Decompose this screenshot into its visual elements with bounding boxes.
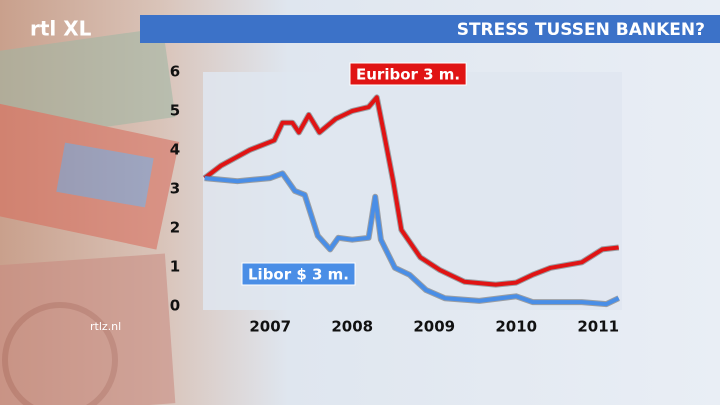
y-tick-label: 2: [170, 219, 180, 237]
banknotes: [0, 27, 180, 409]
logo: rtl XL: [30, 17, 92, 41]
y-tick-label: 4: [170, 141, 180, 159]
series-line: [203, 95, 619, 287]
title-bar: [140, 15, 720, 43]
x-tick-label: 2011: [577, 318, 619, 336]
x-tick-label: 2008: [331, 318, 373, 336]
x-tick-label: 2009: [413, 318, 455, 336]
y-tick-label: 1: [170, 258, 180, 276]
y-tick-label: 0: [170, 297, 180, 315]
watermark: rtlz.nl: [90, 320, 121, 333]
chart-title: STRESS TUSSEN BANKEN?: [457, 20, 705, 40]
legend-box: [241, 262, 356, 286]
y-tick-label: 3: [170, 180, 180, 198]
x-tick-label: 2007: [249, 318, 291, 336]
series-line: [204, 171, 620, 307]
y-tick-label: 6: [170, 63, 180, 81]
legend-label: Libor $ 3 m.: [248, 266, 349, 284]
x-tick-label: 2010: [495, 318, 537, 336]
y-tick-label: 5: [170, 102, 180, 120]
legend-box: [349, 62, 467, 86]
legend-label: Euribor 3 m.: [356, 66, 460, 84]
